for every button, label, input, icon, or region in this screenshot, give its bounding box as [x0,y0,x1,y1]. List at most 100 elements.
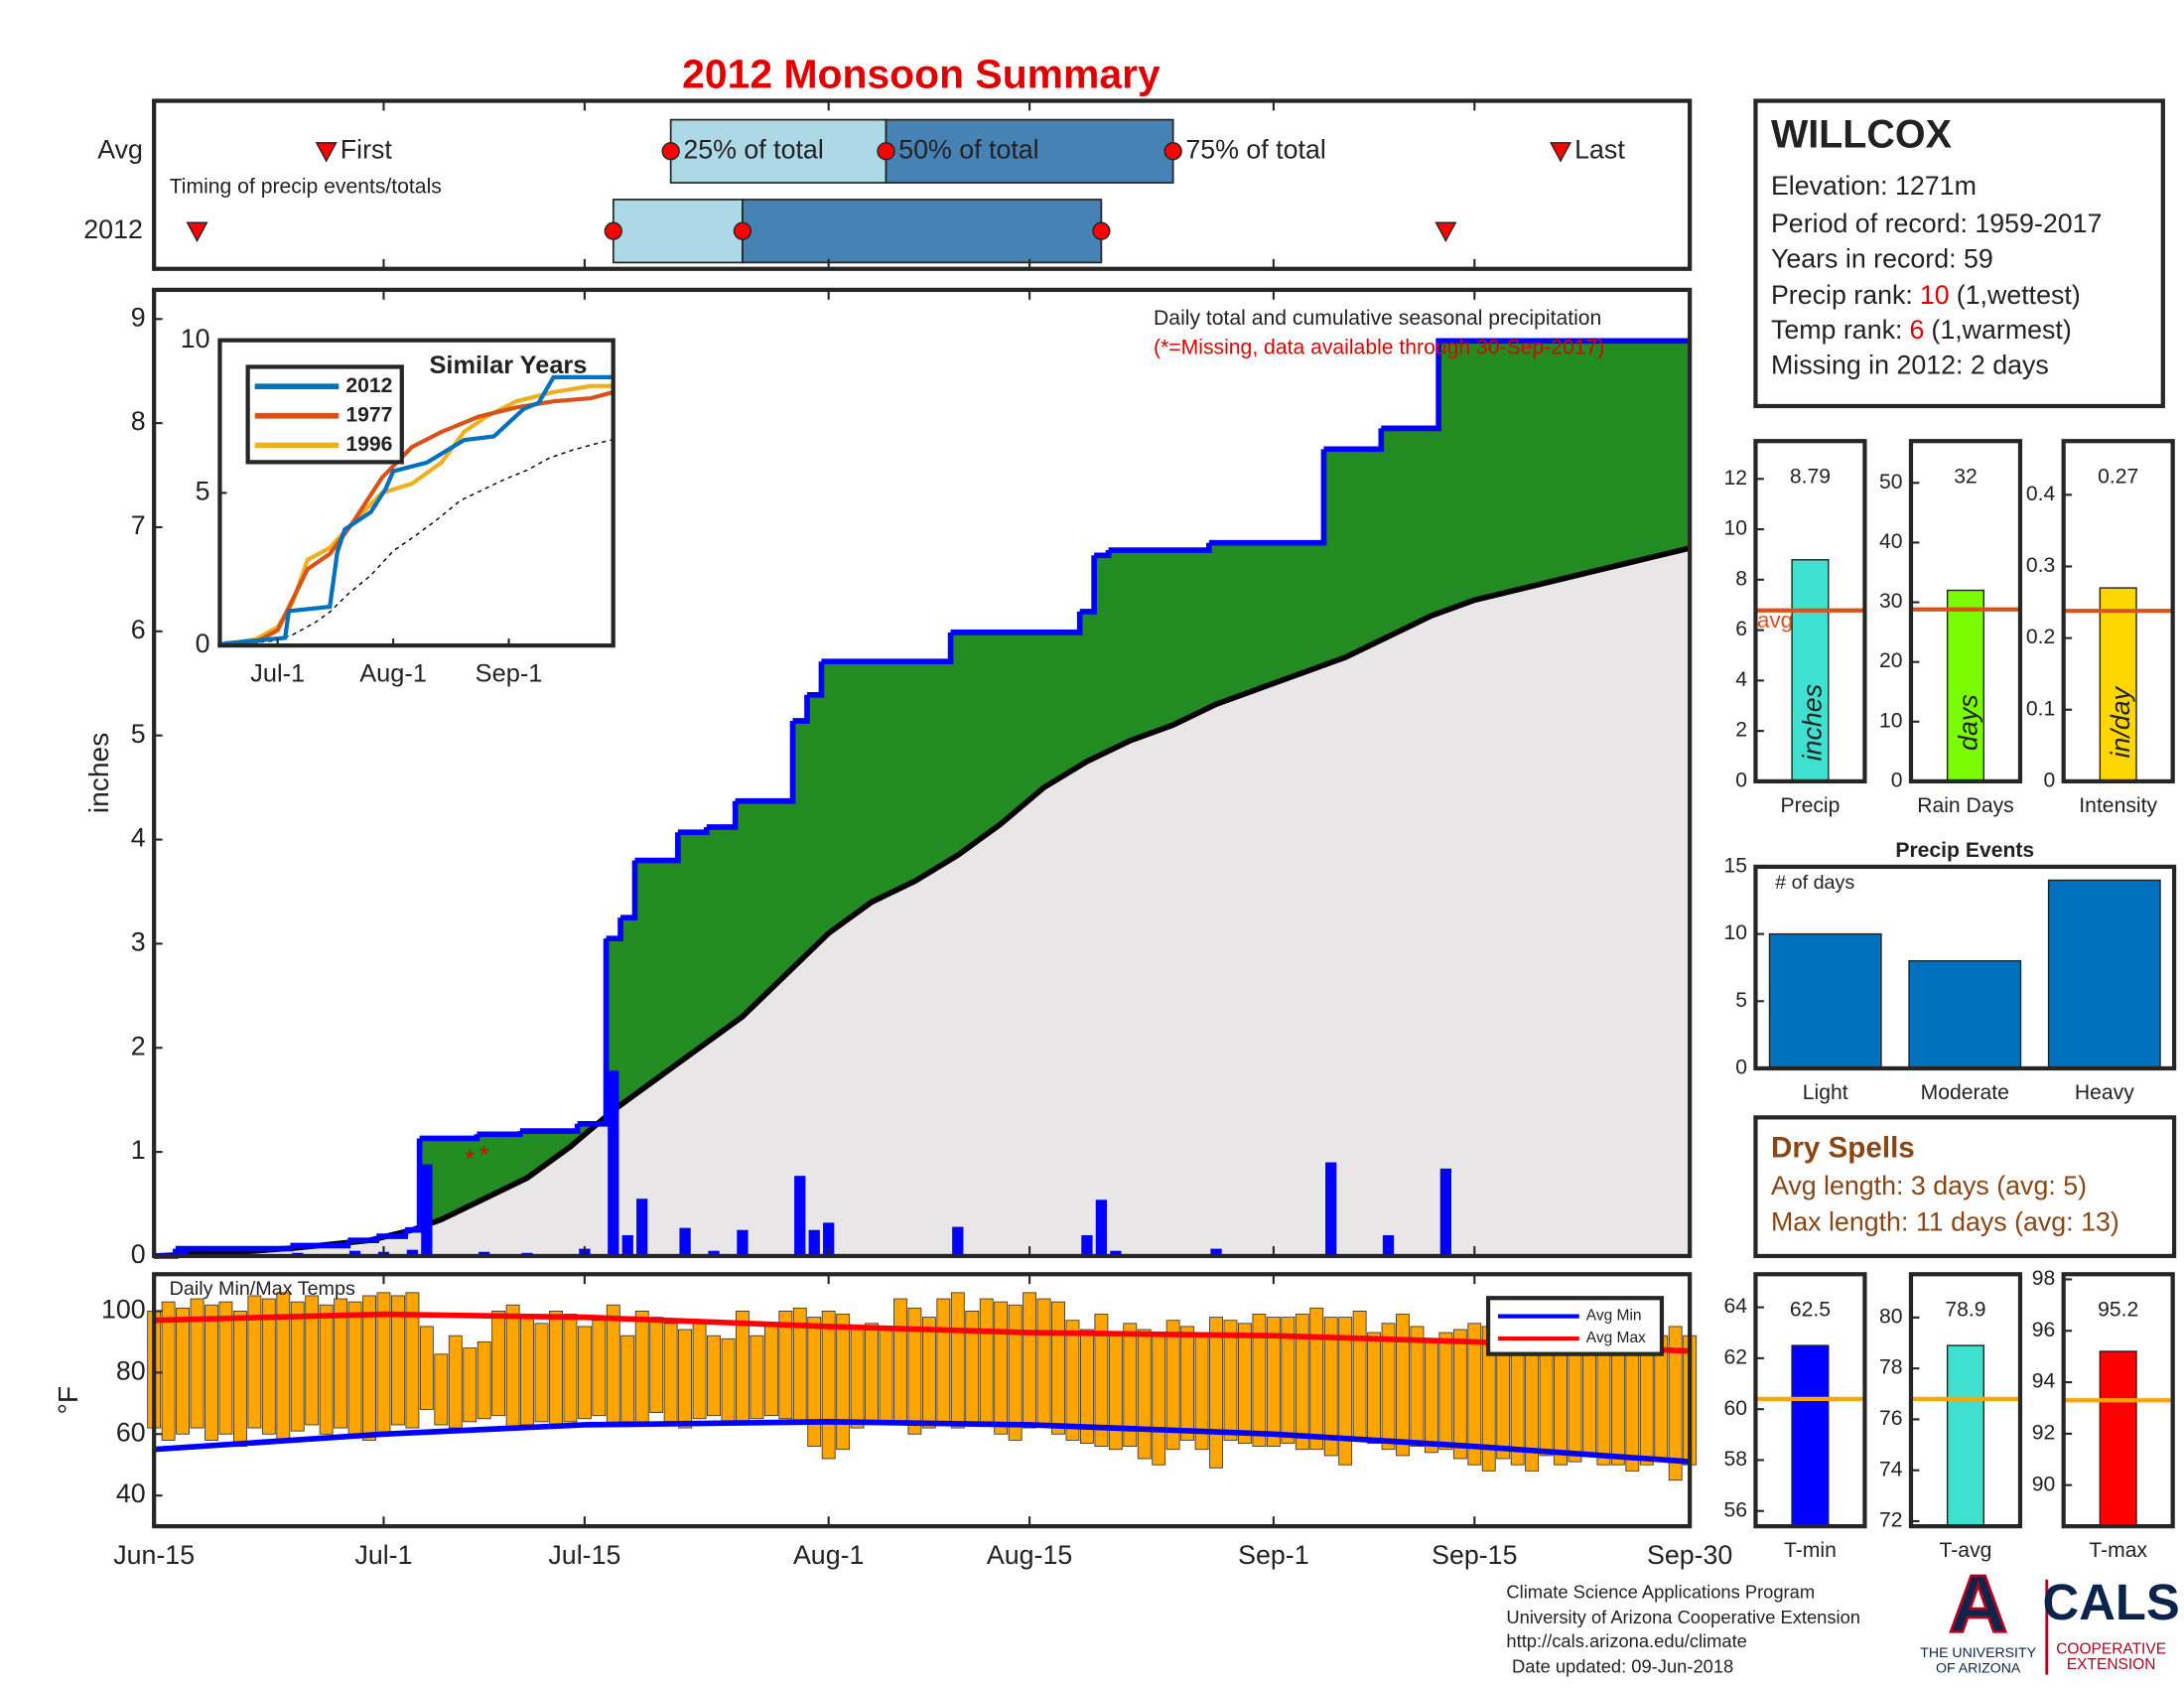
unit-label: inches [1798,684,1828,761]
y-tick-label: 2 [1735,719,1747,742]
y-tick-label: 6 [131,615,146,644]
temp-range-bar [1367,1332,1382,1444]
y-tick-label: 9 [131,302,146,332]
temp-range-bar [362,1295,376,1441]
daily-bar [1081,1234,1093,1256]
unit-label: in/day [2106,685,2135,758]
cumulative-step [519,1123,581,1134]
temp-range-bar [520,1317,534,1426]
y-tick-label: 4 [1735,668,1747,691]
timing-label: Last [1574,134,1625,164]
category-label: Precip [1780,794,1840,817]
x-tick-label: Jul-15 [548,1540,620,1570]
legend-label: Avg Max [1586,1330,1646,1346]
value-label: 8.79 [1790,465,1831,488]
timing-label: 75% of total [1185,134,1325,164]
daily-bar [794,1176,806,1256]
axes-frame [2061,1272,2175,1529]
temp-range-bar [634,1311,649,1423]
y-tick-label: 56 [1723,1498,1747,1521]
y-tick-label: 1 [131,1135,146,1165]
footer: Climate Science Applications Program Uni… [1506,1582,1860,1677]
temp-range-bar [1137,1329,1152,1460]
y-tick-label: 50 [1879,471,1903,493]
temp-range-bar [736,1311,750,1426]
y-tick-label: 7 [131,510,146,540]
bar [1768,932,1882,1069]
y-tick-label: 60 [1723,1397,1747,1420]
daily-bar [1325,1162,1337,1256]
temp-range-bar [190,1298,205,1429]
category-label: T-avg [1940,1539,1992,1562]
temp-range-bar [549,1311,563,1429]
y-tick-label: 15 [1723,855,1747,878]
temp-range-bar [391,1295,405,1426]
temp-range-bar [577,1326,592,1420]
timing-point [733,221,752,240]
temp-range-bar [463,1347,478,1423]
cumulative-step [792,694,810,724]
rank-note: (1,warmest) [1931,315,2071,345]
daily-bar [1382,1234,1395,1256]
temp-range-bar [592,1320,607,1417]
cumulative-step [1108,542,1212,553]
temp-range-bar [247,1295,262,1429]
bar [1791,1344,1830,1527]
temp-range-bar [1309,1307,1324,1451]
y-tick-label: 0 [2043,769,2055,791]
category-label: Heavy [2075,1081,2134,1104]
y-tick-label: 10 [181,324,210,353]
y-tick-label: 98 [2032,1267,2056,1290]
value-label: 78.9 [1945,1299,1985,1322]
legend-label: 2012 [345,374,392,397]
y-tick-label: 4 [131,823,146,853]
temp-range-bar [176,1307,191,1435]
rank-label: Temp rank: [1771,315,1902,345]
footer-line: http://cals.arizona.edu/climate [1506,1630,1746,1651]
average-line [154,545,1691,1259]
dry-spells-line: Avg length: 3 days (avg: 5) [1771,1171,2087,1200]
category-label: Moderate [1921,1081,2009,1104]
cumulative-step [821,632,954,665]
temp-range-bar [1079,1329,1094,1444]
temp-range-bar [979,1298,994,1423]
avg-temp-line [153,1419,1691,1465]
bar [1908,959,2022,1069]
value-label: 95.2 [2098,1299,2138,1322]
logo-text: COOPERATIVE [2056,1640,2166,1657]
y-tick-label: 92 [2032,1421,2056,1444]
temp-range-bar [1252,1314,1267,1448]
daily-bar [1210,1248,1222,1256]
chart-title: 2012 Monsoon Summary [682,51,1160,96]
series-line [217,389,614,648]
x-tick-label: Aug-15 [987,1540,1072,1570]
logo-cals: CALS [2043,1574,2180,1630]
rank-label: Precip rank: [1771,280,1913,310]
cumulative-step [347,1236,380,1244]
daily-bar [348,1250,361,1256]
y-axis-label: °F [52,1386,83,1415]
temp-range-bar [821,1311,836,1460]
temp-range-bar [1266,1317,1281,1448]
temp-range-bar [1108,1335,1123,1451]
daily-bar [406,1249,419,1256]
daily-bar [823,1222,835,1256]
x-tick-label: Aug-1 [359,659,427,687]
cumulative-step [1208,449,1327,546]
daily-bar [608,1070,619,1256]
y-tick-label: 5 [196,476,210,505]
footer-line: Climate Science Applications Program [1506,1582,1815,1603]
category-label: Intensity [2079,794,2157,817]
cumulative-step [175,1245,294,1252]
y-tick-label: 0 [1735,769,1747,791]
temp-range-bar [1223,1320,1238,1441]
temp-range-bar [707,1335,721,1417]
panel-title: Daily Min/Max Temps [170,1278,355,1300]
timing-box-late [742,199,1103,264]
dry-spells-line: Max length: 11 days (avg: 13) [1771,1207,2119,1237]
temp-range-bar [334,1298,348,1429]
y-tick-label: 58 [1723,1448,1747,1471]
temp-range-bar [750,1335,764,1420]
y-tick-label: 10 [1723,921,1747,944]
